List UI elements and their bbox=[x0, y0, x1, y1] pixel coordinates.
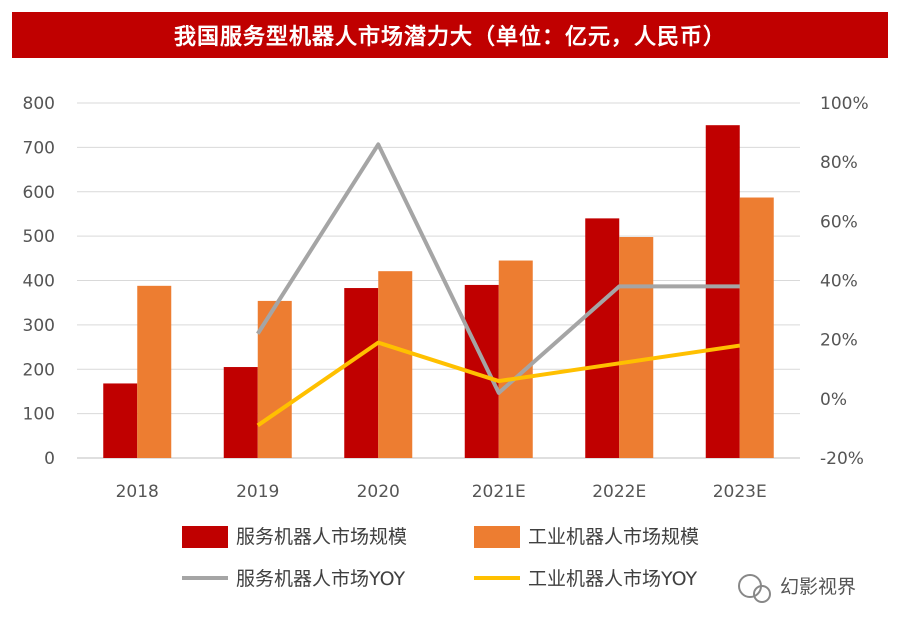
bar-service bbox=[223, 367, 258, 458]
y-left-tick-label: 100 bbox=[23, 405, 55, 425]
series-line-service-yoy bbox=[256, 142, 740, 395]
y-right-tick-label: 60% bbox=[820, 212, 858, 232]
chart-title-bar: 我国服务型机器人市场潜力大（单位：亿元，人民币） bbox=[12, 12, 888, 58]
y-left-tick-label: 200 bbox=[23, 360, 55, 380]
legend-swatch bbox=[474, 526, 520, 548]
x-tick-label: 2018 bbox=[116, 482, 159, 502]
y-left-tick-label: 700 bbox=[23, 138, 55, 158]
series-line-industrial-yoy bbox=[256, 340, 741, 428]
y-right-tick-label: 80% bbox=[820, 153, 858, 173]
bar-industrial bbox=[739, 197, 774, 459]
y-left-tick-label: 300 bbox=[23, 316, 55, 336]
bar-service bbox=[103, 383, 138, 458]
wechat-icon-bubble bbox=[753, 585, 771, 603]
bar-industrial bbox=[498, 260, 533, 458]
y-right-tick-label: 40% bbox=[820, 272, 858, 292]
bar-service bbox=[585, 218, 620, 458]
legend-label: 服务机器人市场YOY bbox=[236, 568, 405, 590]
y-left-tick-label: 400 bbox=[23, 272, 55, 292]
bar-industrial bbox=[619, 237, 654, 458]
x-tick-label: 2023E bbox=[713, 482, 767, 502]
legend-swatch bbox=[182, 526, 228, 548]
x-tick-label: 2021E bbox=[472, 482, 526, 502]
y-left-tick-label: 0 bbox=[44, 449, 55, 469]
bar-service bbox=[344, 288, 379, 458]
wechat-icon bbox=[738, 574, 762, 598]
x-tick-label: 2022E bbox=[592, 482, 646, 502]
y-left-tick-label: 800 bbox=[23, 94, 55, 114]
y-right-tick-label: 0% bbox=[820, 390, 847, 410]
legend-label: 服务机器人市场规模 bbox=[236, 526, 407, 548]
y-left-tick-label: 500 bbox=[23, 227, 55, 247]
y-right-tick-label: 20% bbox=[820, 331, 858, 351]
y-left-tick-label: 600 bbox=[23, 183, 55, 203]
bar-industrial bbox=[378, 271, 413, 458]
watermark-text: 幻影视界 bbox=[780, 576, 856, 598]
bar-service bbox=[705, 125, 740, 458]
legend-label: 工业机器人市场规模 bbox=[528, 526, 699, 548]
y-right-tick-label: -20% bbox=[820, 449, 864, 469]
x-tick-label: 2019 bbox=[236, 482, 279, 502]
chart-title: 我国服务型机器人市场潜力大（单位：亿元，人民币） bbox=[173, 25, 726, 50]
bar-industrial bbox=[137, 285, 172, 458]
y-right-tick-label: 100% bbox=[820, 94, 869, 114]
x-tick-label: 2020 bbox=[357, 482, 400, 502]
legend-label: 工业机器人市场YOY bbox=[528, 568, 697, 590]
